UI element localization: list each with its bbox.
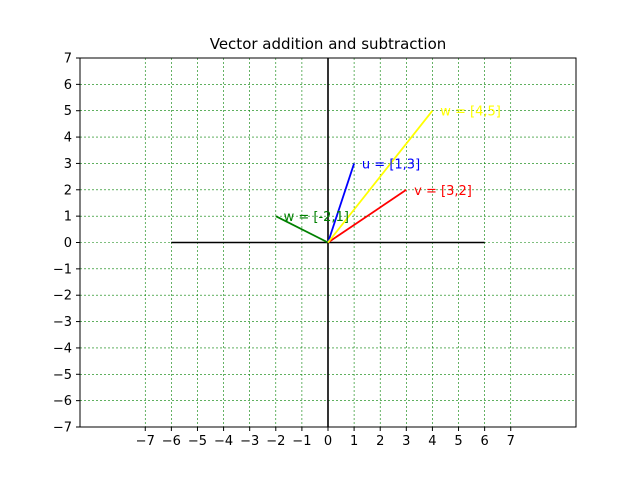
vector-line-3	[327, 110, 434, 244]
y-tick-label: −3	[53, 315, 72, 330]
x-tick-label: −4	[214, 434, 233, 449]
x-tick-label: −3	[240, 434, 259, 449]
x-tick-label: −7	[136, 434, 155, 449]
y-tick-label: −5	[53, 368, 72, 383]
x-tick-label: 0	[324, 434, 332, 449]
x-tick-label: −5	[188, 434, 207, 449]
x-tick-label: 3	[402, 434, 410, 449]
x-tick-label: 6	[480, 434, 488, 449]
y-tick-label: −1	[53, 262, 72, 277]
vector-labels: u = [1,3] v = [3,2] w = [-2,1] w = [4,5]	[284, 105, 501, 225]
vector-label-1: v = [3,2]	[414, 184, 472, 199]
y-tick-label: 7	[64, 52, 72, 67]
y-tick-label: −6	[53, 394, 72, 409]
axis-ticks: −7 −6 −5 −4 −3 −2 −1 0 1 2 3 4 5 6 7 −7 −6 −5 −4 −3 −2 −1 0 1 2 3…	[53, 52, 515, 450]
y-tick-label: −2	[53, 289, 72, 304]
x-tick-label: 5	[454, 434, 462, 449]
y-tick-label: 5	[64, 104, 72, 119]
y-tick-label: 2	[64, 183, 72, 198]
y-tick-label: −7	[53, 421, 72, 436]
y-tick-label: 1	[64, 210, 72, 225]
x-tick-label: 1	[350, 434, 358, 449]
y-tick-label: 6	[64, 78, 72, 93]
vector-series	[275, 110, 434, 244]
vector-line-1	[327, 189, 407, 244]
vector-label-0: u = [1,3]	[362, 157, 420, 172]
y-tick-label: −4	[53, 341, 72, 356]
x-tick-label: −1	[292, 434, 311, 449]
chart-title: Vector addition and subtraction	[210, 35, 447, 53]
y-tick-label: 4	[64, 131, 72, 146]
x-tick-label: −6	[162, 434, 181, 449]
vector-line-2	[275, 215, 329, 244]
vector-label-2: w = [-2,1]	[284, 210, 349, 225]
vector-label-3: w = [4,5]	[440, 105, 501, 120]
y-tick-label: 0	[64, 236, 72, 251]
x-tick-label: 4	[428, 434, 436, 449]
y-tick-label: 3	[64, 157, 72, 172]
x-tick-label: 2	[376, 434, 384, 449]
vector-line-0	[327, 163, 355, 243]
x-tick-label: −2	[266, 434, 285, 449]
x-tick-label: 7	[507, 434, 515, 449]
